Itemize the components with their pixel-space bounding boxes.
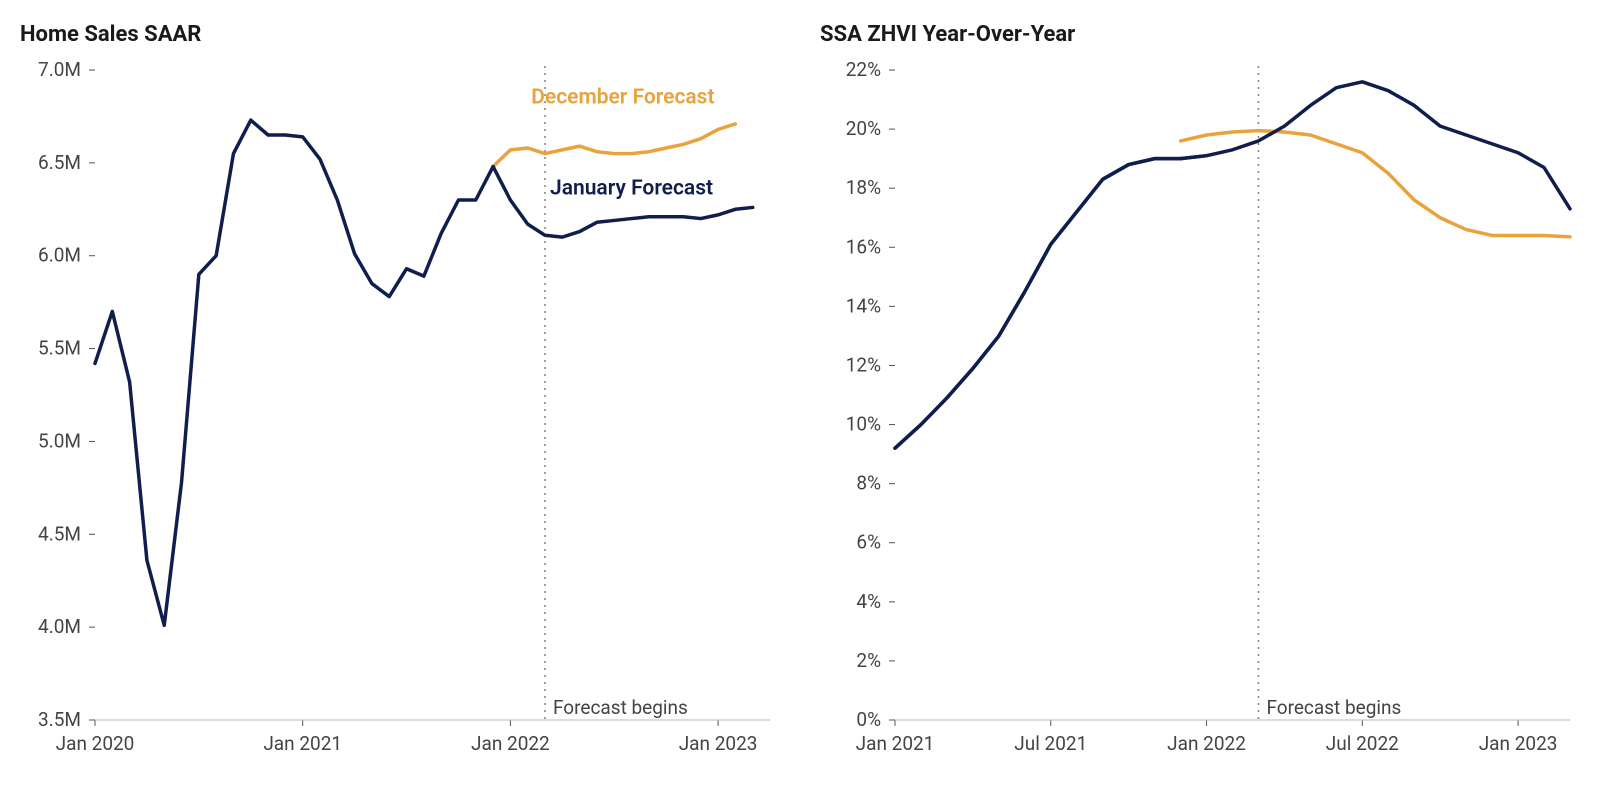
right-series-historical-navy-overlay [895,156,1207,449]
left-ytick-label: 5.5M [38,337,81,360]
left-ytick-label: 6.0M [38,244,81,267]
left-ytick-label: 7.0M [38,58,81,81]
left-xtick-label: Jan 2023 [679,732,758,755]
right-xtick-label: Jul 2022 [1326,732,1399,755]
left-ytick-label: 6.5M [38,151,81,174]
right-xtick-label: Jul 2021 [1014,732,1087,755]
right-chart-title: SSA ZHVI Year-Over-Year [820,22,1075,47]
right-forecast-label: Forecast begins [1266,696,1401,719]
left-series-historical-navy [95,120,493,625]
right-ytick-label: 0% [856,708,881,731]
right-ytick-label: 16% [846,235,881,258]
left-ytick-label: 5.0M [38,429,81,452]
right-ytick-label: 20% [846,117,881,140]
left-xtick-label: Jan 2021 [263,732,342,755]
chart-panels: Home Sales SAAR 3.5M 4.0M 4.5M 5.0M 5.5M 6.0M 6… [0,0,1600,800]
right-ytick-label: 2% [856,649,881,672]
left-chart-svg: 3.5M 4.0M 4.5M 5.0M 5.5M 6.0M 6.5M 7.0M Jan 2020… [0,0,800,800]
right-ytick-label: 4% [856,590,881,613]
right-xtick-label: Jan 2021 [856,732,935,755]
right-ytick-label: 14% [846,294,881,317]
left-series-december-forecast [493,124,735,167]
left-forecast-label: Forecast begins [553,696,688,719]
right-ytick-label: 18% [846,176,881,199]
left-ytick-label: 4.0M [38,615,81,638]
left-ytick-label: 4.5M [38,522,81,545]
left-xtick-label: Jan 2022 [471,732,550,755]
right-ytick-label: 10% [846,413,881,436]
left-xtick-label: Jan 2020 [56,732,135,755]
right-ytick-label: 6% [856,531,881,554]
right-xtick-label: Jan 2022 [1167,732,1246,755]
right-series-january-forecast [895,82,1570,448]
left-annotation: December Forecast [531,85,714,109]
left-ytick-label: 3.5M [38,708,81,731]
right-ytick-label: 8% [856,472,881,495]
right-ytick-label: 22% [846,58,881,81]
right-chart-svg: 0% 2% 4% 6% 8% 10% 12% 14% 16% 18% 20% 22% Jan 2021 J… [800,0,1600,800]
right-ytick-label: 12% [846,353,881,376]
left-chart-title: Home Sales SAAR [20,22,201,47]
left-annotation: January Forecast [550,176,713,200]
right-chart-panel: SSA ZHVI Year-Over-Year 0% 2% 4% 6% 8% 10% 12% 1… [800,0,1600,800]
right-xtick-label: Jan 2023 [1479,732,1558,755]
left-chart-panel: Home Sales SAAR 3.5M 4.0M 4.5M 5.0M 5.5M 6.0M 6… [0,0,800,800]
